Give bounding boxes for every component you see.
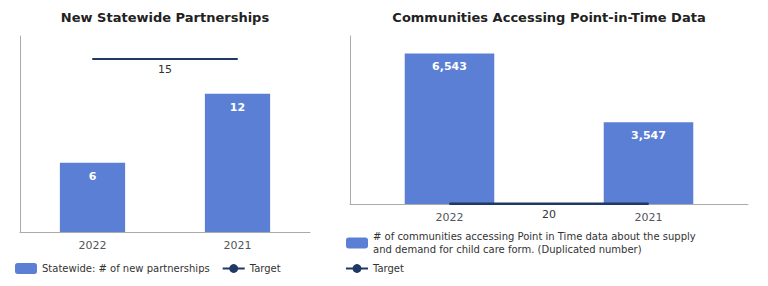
svg-text:Communities Accessing Point-in: Communities Accessing Point-in-Time Data [392, 10, 705, 25]
svg-text:Target: Target [372, 263, 404, 274]
svg-text:15: 15 [158, 63, 172, 76]
svg-text:2021: 2021 [224, 239, 252, 252]
svg-text:12: 12 [230, 101, 245, 114]
svg-text:New Statewide Partnerships: New Statewide Partnerships [61, 10, 270, 25]
svg-text:2022: 2022 [79, 239, 107, 252]
svg-text:6: 6 [89, 170, 97, 183]
svg-text:Target: Target [249, 263, 281, 274]
svg-text:3,547: 3,547 [631, 129, 666, 142]
svg-text:2022: 2022 [436, 211, 464, 224]
svg-text:Statewide: # of new partnershi: Statewide: # of new partnerships [42, 263, 210, 274]
svg-text:and demand for child care form: and demand for child care form. (Duplica… [373, 244, 642, 255]
svg-text:2021: 2021 [635, 211, 663, 224]
svg-text:# of communities accessing Poi: # of communities accessing Point in Time… [373, 231, 696, 242]
svg-text:20: 20 [542, 208, 556, 221]
svg-text:6,543: 6,543 [432, 60, 467, 73]
